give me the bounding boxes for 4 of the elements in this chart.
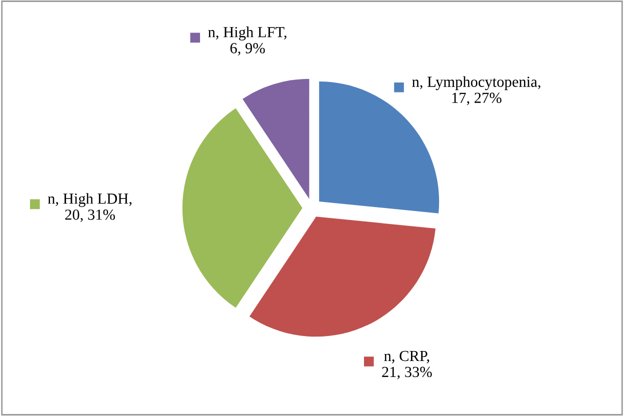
data-label: n, Lymphocytopenia, 17, 27%: [412, 76, 540, 106]
data-label: n, CRP, 21, 33%: [382, 350, 432, 380]
data-label: n, High LFT, 6, 9%: [208, 26, 286, 56]
data-label: n, High LDH, 20, 31%: [48, 193, 132, 222]
